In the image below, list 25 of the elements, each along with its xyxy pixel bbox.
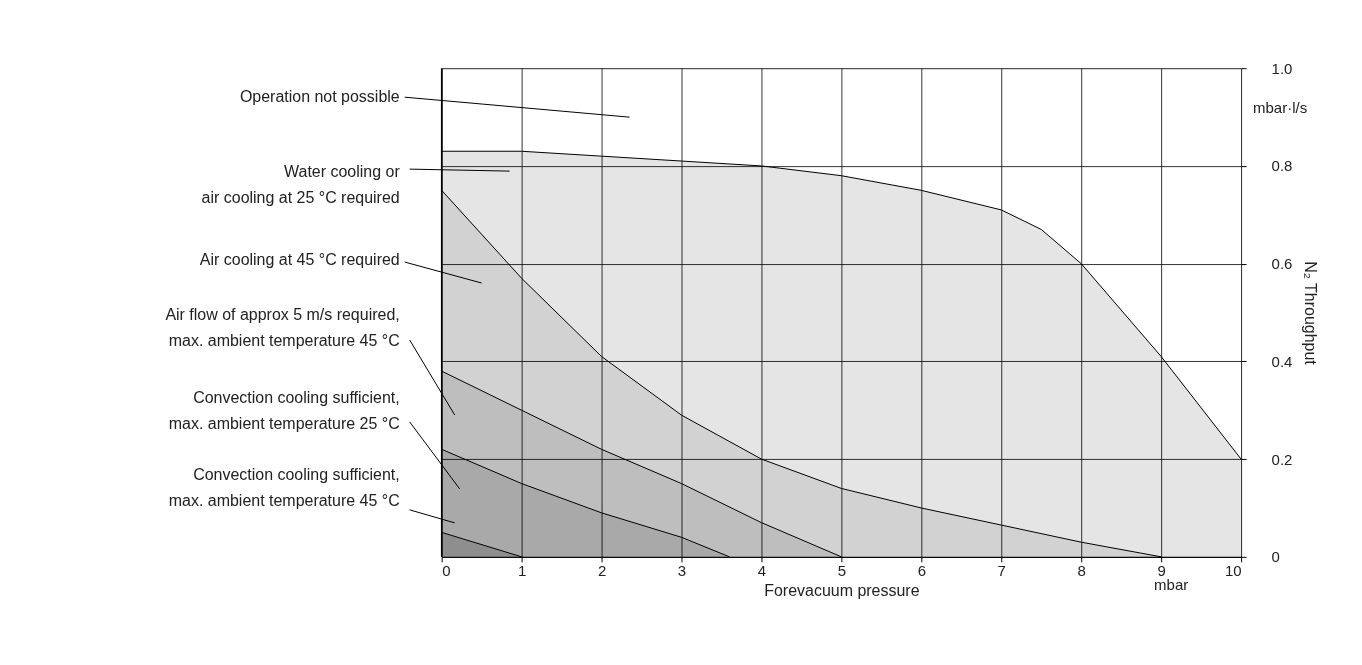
x-tick-label: 1 [517, 562, 527, 580]
x-tick-label: 8 [1077, 562, 1086, 580]
text: Water cooling or air cooling at 25 °C required [201, 163, 401, 207]
x-tick-label: 10 [1224, 562, 1242, 580]
x-tick-label: 0 [442, 562, 451, 580]
x-tick-label: 5 [837, 562, 847, 580]
text: Operation not possible [239, 88, 400, 106]
x-tick-label: 7 [997, 562, 1006, 580]
x-tick-label: 4 [757, 562, 767, 580]
text: Convection cooling sufficient, max. ambient temperature 25 °C [168, 388, 400, 432]
y-tick-label: 1.0 [1271, 59, 1293, 77]
text: Air cooling at 45 °C required [199, 251, 400, 269]
text: Air flow of approx 5 m/s required, max. ambient temperature 45 °C [165, 306, 400, 349]
x-tick-label: 3 [677, 562, 687, 580]
x-tick-label: 2 [597, 562, 607, 580]
text: mbar·l/s [1253, 99, 1308, 117]
y-tick-label: 0.6 [1271, 255, 1293, 273]
y-tick-label: 0.2 [1271, 450, 1293, 468]
y-tick-label: 0.8 [1271, 157, 1293, 175]
y-tick-label: 0 [1271, 548, 1280, 566]
text: Convection cooling sufficient, max. ambient temperature 45 °C [168, 465, 400, 509]
x-tick-label: 6 [917, 562, 926, 580]
x-axis-title: Forevacuum pressure [764, 582, 920, 600]
y-axis-title: N₂ Throughput [1302, 261, 1320, 366]
y-tick-label: 0.4 [1271, 352, 1293, 370]
